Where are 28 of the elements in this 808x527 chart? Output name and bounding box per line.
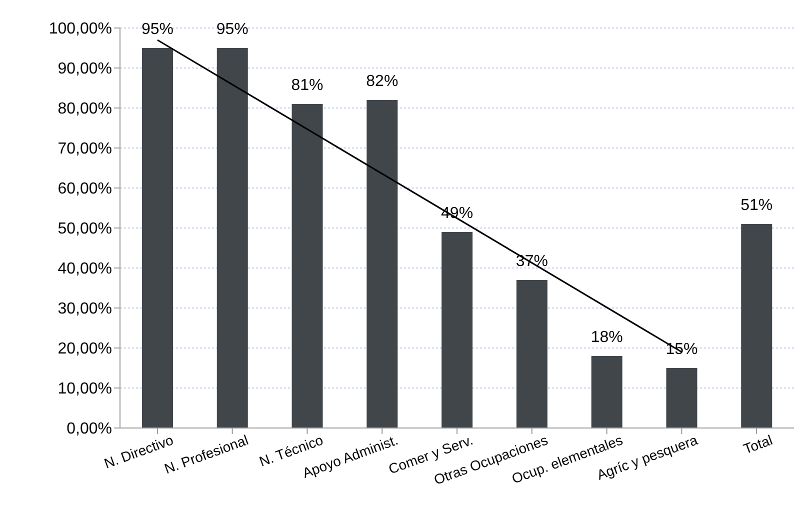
data-label: 18% [590, 329, 623, 346]
bar [366, 100, 398, 428]
bar [591, 356, 622, 428]
bar [216, 48, 248, 428]
y-tick-label: 30,00% [58, 300, 112, 318]
y-tick-label: 60,00% [58, 180, 112, 198]
bar [142, 48, 173, 428]
y-tick-label: 100,00% [48, 20, 112, 38]
y-tick-label: 10,00% [58, 380, 112, 398]
y-tick-label: 70,00% [58, 140, 112, 158]
data-label: 82% [366, 73, 398, 90]
y-tick-label: 80,00% [58, 100, 112, 118]
bar [741, 224, 772, 428]
bar [442, 232, 473, 428]
data-label: 95% [216, 21, 248, 38]
y-tick-label: 20,00% [58, 340, 112, 358]
y-tick-label: 0,00% [66, 420, 112, 438]
bar [292, 104, 323, 428]
y-tick-label: 40,00% [58, 260, 112, 278]
data-label: 51% [740, 197, 773, 214]
bar [666, 368, 698, 428]
data-label: 95% [141, 21, 174, 38]
bar [516, 280, 548, 428]
y-tick-label: 90,00% [58, 60, 112, 78]
y-tick-label: 50,00% [58, 220, 112, 238]
x-tick-label: Total [741, 432, 774, 457]
data-label: 15% [666, 341, 698, 358]
data-label: 81% [291, 77, 324, 94]
